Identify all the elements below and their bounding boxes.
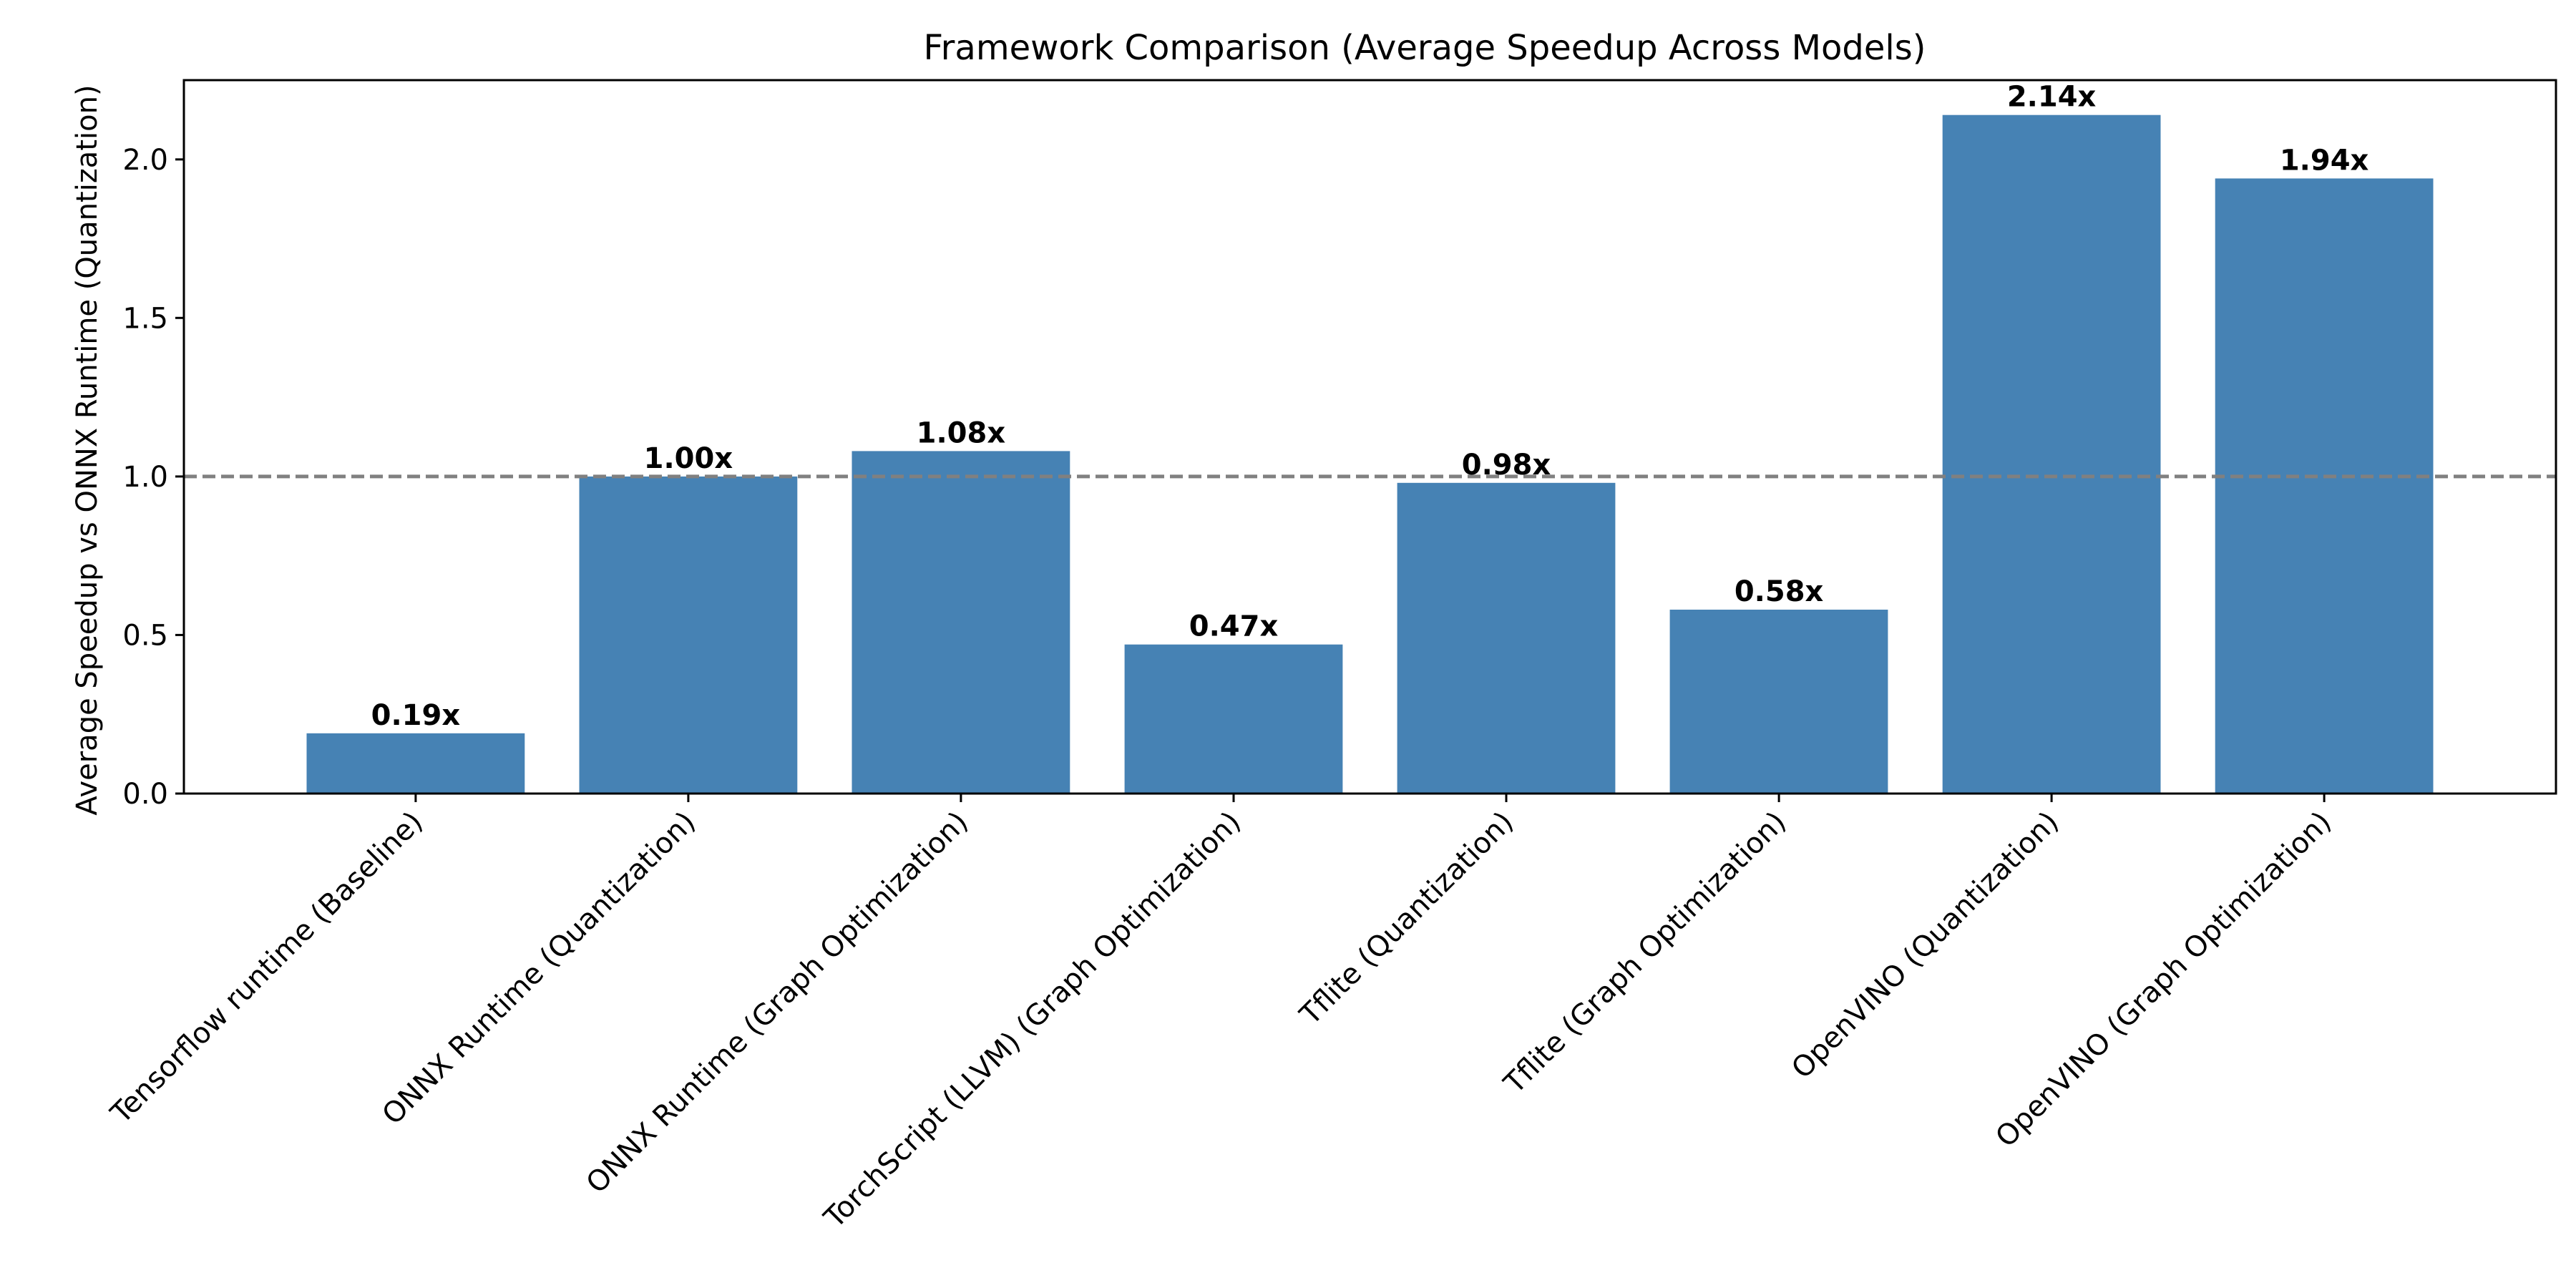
y-tick-label-3: 1.5 <box>122 302 168 335</box>
data-label-3: 0.47x <box>1189 610 1279 643</box>
data-label-6: 2.14x <box>2007 81 2097 114</box>
bar-1 <box>579 476 798 794</box>
y-tick-label-2: 1.0 <box>122 461 168 494</box>
bar-3 <box>1124 644 1343 794</box>
data-label-0: 0.19x <box>371 699 461 732</box>
data-labels-group: 0.19x 1.00x 1.08x 0.47x 0.98x 0.58x 2.14x 1.94x <box>371 81 2369 732</box>
bar-5 <box>1669 610 1888 794</box>
y-tick-label-0: 0.0 <box>122 778 168 811</box>
bar-6 <box>1942 114 2161 794</box>
bar-7 <box>2215 178 2434 794</box>
bar-4 <box>1397 482 1616 794</box>
axes-group <box>182 79 2557 795</box>
data-label-1: 1.00x <box>644 442 733 475</box>
data-label-7: 1.94x <box>2280 144 2369 177</box>
y-tick-label-1: 0.5 <box>122 619 168 652</box>
bar-0 <box>306 733 525 794</box>
bar-2 <box>852 451 1070 794</box>
bars-group <box>306 114 2434 794</box>
plot-frame <box>182 79 2557 795</box>
data-label-4: 0.98x <box>1462 449 1551 482</box>
chart-title: Framework Comparison (Average Speedup Ac… <box>924 28 1926 68</box>
y-axis-label: Average Speedup vs ONNX Runtime (Quantiz… <box>71 84 104 815</box>
y-ticks-group: 0.0 0.5 1.0 1.5 2.0 <box>122 144 184 811</box>
data-label-2: 1.08x <box>917 416 1006 449</box>
data-label-5: 0.58x <box>1735 575 1824 608</box>
y-tick-label-4: 2.0 <box>122 144 168 177</box>
